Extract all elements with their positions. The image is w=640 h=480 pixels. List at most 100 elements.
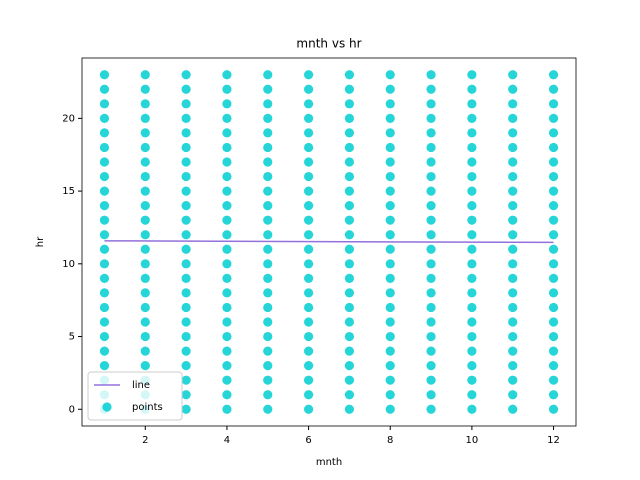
point [181,142,191,153]
point [303,171,314,182]
point [99,84,110,94]
point [99,230,110,240]
y-axis-label: hr [35,236,46,247]
point [181,99,191,109]
point [222,113,232,123]
point [303,346,314,356]
point [222,317,232,327]
point [99,259,110,269]
point [548,317,559,327]
point [344,113,355,123]
point [467,390,477,400]
point [385,259,395,269]
point [181,84,191,94]
point [467,404,477,414]
point [263,244,273,254]
point [385,273,395,283]
x-tick-label: 2 [142,435,148,446]
point [99,215,110,225]
point [344,390,355,400]
point [508,186,518,196]
point [344,70,355,80]
point [181,404,191,414]
point [548,361,559,371]
point [344,142,355,153]
point [222,346,232,356]
point [344,171,355,182]
point [548,288,559,298]
point [140,273,150,283]
point [344,99,355,109]
point [140,113,150,123]
point [385,99,395,109]
x-tick-label: 8 [387,435,393,446]
point [303,70,314,80]
point [263,375,273,385]
point [303,259,314,269]
point [99,346,110,356]
point [222,128,232,138]
point [99,273,110,283]
point [426,302,436,313]
point [303,128,314,138]
point [426,288,436,298]
point [344,331,355,342]
point [548,404,559,414]
point [344,84,355,94]
point [508,273,518,283]
point [303,99,314,109]
point [263,201,273,211]
x-tick-label: 4 [224,435,230,446]
point [508,302,518,313]
point [508,128,518,138]
point [467,186,477,196]
point [508,99,518,109]
point [99,331,110,342]
point [222,244,232,254]
point [99,157,110,167]
point [181,361,191,371]
point [99,288,110,298]
point [385,84,395,94]
point [140,346,150,356]
point [222,201,232,211]
point [548,390,559,400]
point [303,317,314,327]
point [467,331,477,342]
point [467,113,477,123]
point [222,99,232,109]
point [99,186,110,196]
legend-label: points [132,402,163,413]
point [140,230,150,240]
point [303,84,314,94]
point [508,331,518,342]
legend-label: line [132,380,150,391]
point [263,70,273,80]
point [467,128,477,138]
point [181,244,191,254]
point [222,171,232,182]
point [344,201,355,211]
point [303,244,314,254]
point [426,186,436,196]
point [263,361,273,371]
point [303,142,314,153]
point [140,244,150,254]
point [467,273,477,283]
point [548,215,559,225]
point [99,244,110,254]
point [181,230,191,240]
point [303,375,314,385]
point [385,186,395,196]
point [303,288,314,298]
point [303,113,314,123]
point [99,317,110,327]
point [508,361,518,371]
point [508,142,518,153]
point [385,171,395,182]
point [548,201,559,211]
point [99,361,110,371]
point [467,375,477,385]
point [426,273,436,283]
